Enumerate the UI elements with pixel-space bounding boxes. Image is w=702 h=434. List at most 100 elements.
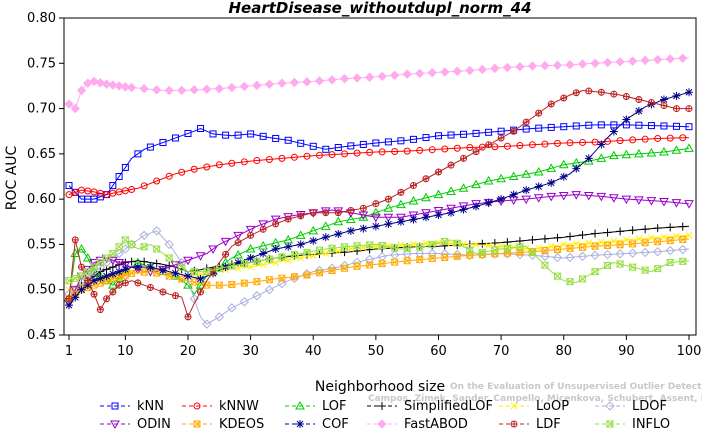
data-point [139,83,149,94]
data-point [347,207,355,214]
data-point [652,54,663,65]
data-point [265,276,273,284]
data-point [178,168,186,176]
data-point [591,138,599,146]
data-point [371,222,380,231]
data-point [516,142,524,150]
data-point [334,247,342,255]
data-point [190,278,198,286]
legend-entry: COF [285,417,349,432]
legend-label: kNN [137,399,164,414]
data-point [316,151,324,159]
data-point [378,260,386,268]
data-point [603,262,612,270]
data-point [627,248,638,258]
data-point [560,94,568,102]
data-point [579,243,587,251]
data-point [128,185,136,193]
data-point [353,149,361,157]
data-point [460,130,468,138]
data-point [427,248,437,259]
data-point [277,253,287,261]
legend-entry: LOF [285,399,347,414]
data-point [629,240,637,248]
data-point [208,245,218,254]
data-point [577,59,588,69]
data-point [605,420,615,428]
data-point [197,288,205,296]
data-point [615,260,625,268]
x-tick-label: 90 [618,344,635,359]
data-point [164,239,174,250]
legend-label: FastABOD [404,417,468,432]
data-point [65,191,73,199]
data-point [535,109,543,117]
data-point [95,78,106,88]
data-point [396,217,405,226]
data-point [126,82,137,93]
data-point [327,244,337,252]
data-point [264,79,275,90]
data-point [409,182,417,189]
data-point [653,224,662,233]
data-point [364,72,375,82]
watermark-line-2: Campos, Zimek, Sander, Campello, Micenko… [368,394,702,404]
data-point [252,80,262,91]
data-point [222,131,230,139]
x-tick-label: 10 [117,344,134,359]
data-point [171,134,179,142]
data-point [110,420,120,430]
legend-label: kNNW [219,399,259,414]
data-point [214,312,225,322]
data-point [109,288,117,296]
data-point [459,205,468,214]
data-point [553,272,562,280]
data-point [547,242,555,250]
data-point [215,281,223,289]
data-point [660,102,668,109]
data-point [227,303,237,313]
data-point [616,227,625,236]
data-point [259,132,267,140]
data-point [646,197,657,206]
data-point [503,244,512,252]
data-point [465,65,475,76]
legend-label: LDOF [632,399,667,414]
data-point [108,80,118,90]
data-point [71,236,79,244]
data-point [572,122,580,130]
x-tick-label: 80 [555,344,572,359]
data-point [552,252,563,263]
data-point [566,232,575,241]
legend-label: SimplifiedLOF [404,399,493,414]
data-point [678,257,687,265]
data-point [458,183,469,192]
data-point [603,228,612,237]
data-point [378,402,386,410]
data-point [159,139,167,147]
data-point [341,150,349,158]
data-point [90,290,98,298]
data-point [121,236,130,244]
data-point [572,164,581,173]
data-point [84,277,92,285]
data-point [195,252,206,261]
data-point [320,207,331,216]
data-point [233,249,243,259]
data-point [133,263,142,272]
data-point [170,261,181,270]
data-point [621,195,632,205]
data-point [71,188,79,196]
data-point [139,230,149,241]
series-knnw [65,134,690,199]
data-point [240,260,249,268]
data-point [220,237,231,247]
data-point [671,145,682,154]
data-point [101,79,112,89]
data-point [521,195,532,205]
data-point [334,230,343,239]
data-point [82,253,93,262]
data-point [605,401,615,411]
data-point [622,93,630,100]
data-point [641,239,649,247]
